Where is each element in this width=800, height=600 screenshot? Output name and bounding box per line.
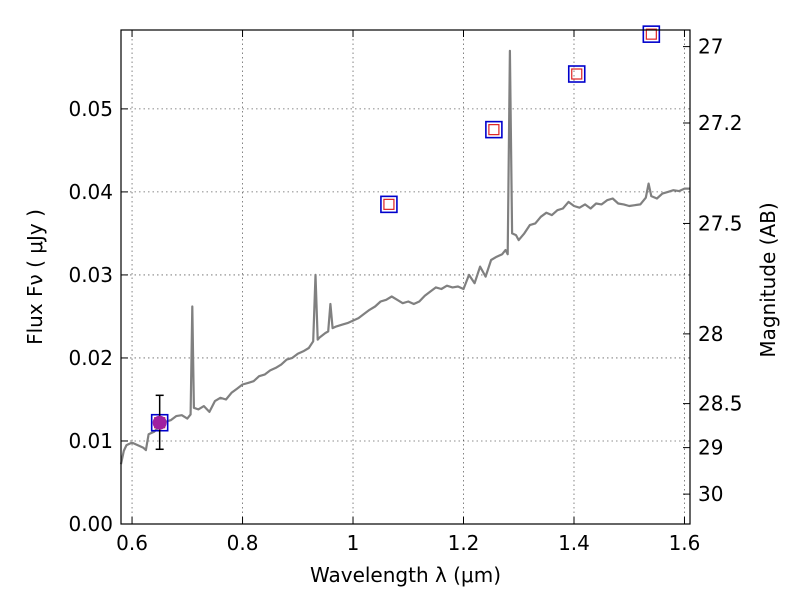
x-tick-label: 1.6 (669, 531, 701, 555)
spectrum-line (119, 49, 690, 465)
x-tick-label: 0.6 (116, 531, 148, 555)
right-tick-label: 30 (698, 482, 723, 506)
photometry-square-inner (383, 198, 395, 210)
x-tick-label: 0.8 (227, 531, 259, 555)
y-tick-label: 0.00 (68, 512, 113, 536)
x-tick-label: 1.4 (558, 531, 590, 555)
photometry-square-outer (485, 120, 503, 139)
photometry-square-outer (567, 65, 586, 83)
y-tick-label: 0.01 (68, 429, 113, 453)
y-tick-label: 0.05 (68, 97, 113, 121)
photometry-square-outer (642, 25, 661, 43)
y-tick-label: 0.04 (68, 180, 113, 204)
right-tick-label: 27 (698, 35, 723, 59)
series-layer (119, 25, 690, 465)
y-tick-label: 0.03 (68, 263, 113, 287)
grid-layer (121, 30, 690, 525)
x-tick-label: 1.2 (448, 531, 480, 555)
right-tick-label: 28.5 (698, 392, 743, 416)
y-axis-right-title: Magnitude (AB) (756, 202, 780, 357)
y-tick-label: 0.02 (68, 346, 113, 370)
x-axis-title: Wavelength λ (μm) (310, 563, 501, 587)
y-axis-title: Flux Fν ( μJy ) (23, 209, 47, 345)
photometry-square-inner (571, 68, 583, 80)
data-point (152, 415, 167, 430)
x-tick-label: 1 (347, 531, 360, 555)
plot-frame (120, 29, 691, 525)
right-tick-label: 27.2 (698, 111, 743, 135)
right-tick-label: 28 (698, 322, 723, 346)
photometry-square-outer (380, 195, 398, 214)
right-tick-label: 27.5 (698, 211, 743, 235)
axes-layer: 0.6 0.8 1 1.2 1.4 1.6 0.00 0.01 0.02 0.03 0.04 0.05… (68, 30, 743, 555)
right-tick-label: 29 (698, 436, 723, 460)
photometry-square-inner (488, 124, 500, 136)
photometry-square-inner (645, 28, 657, 40)
